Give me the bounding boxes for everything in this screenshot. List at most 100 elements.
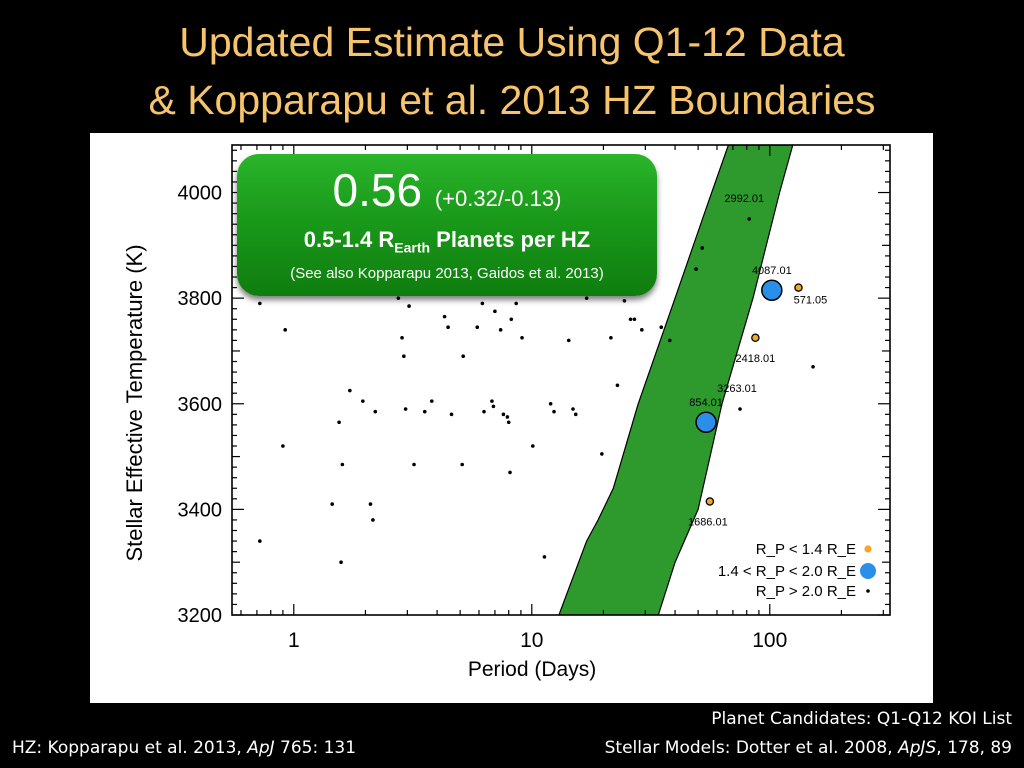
large-planet-point: [373, 409, 378, 414]
large-planet-point: [281, 444, 285, 448]
hz-reference-prefix: HZ: Kopparapu et al. 2013,: [12, 738, 248, 758]
large-planet-point: [493, 309, 497, 314]
large-planet-point: [548, 401, 553, 406]
legend-marker: [864, 545, 872, 553]
estimate-callout: 0.56 (+0.32/-0.13) 0.5-1.4 REarth Planet…: [237, 154, 657, 296]
large-planet-point: [659, 325, 664, 329]
large-planet-point: [258, 301, 262, 306]
large-planet-point: [542, 555, 547, 559]
y-tick-label: 3600: [178, 394, 223, 416]
large-planet-point: [694, 267, 698, 271]
y-tick-label: 3800: [178, 288, 223, 310]
estimate-value: 0.56: [332, 164, 423, 216]
x-axis-label: Period (Days): [468, 658, 596, 681]
y-axis-label: Stellar Effective Temperature (K): [122, 244, 147, 561]
planet-label: 1686.01: [688, 516, 728, 528]
hz-reference-suffix: 765: 131: [274, 738, 357, 758]
large-planet-point: [566, 338, 571, 343]
estimate-note: (See also Kopparapu 2013, Gaidos et al. …: [290, 265, 604, 282]
hz-reference: HZ: Kopparapu et al. 2013, ApJ 765: 131: [12, 738, 356, 758]
large-planet-point: [506, 420, 511, 425]
large-planet-point: [361, 399, 365, 403]
legend-label: 1.4 < R_P < 2.0 R_E: [718, 563, 856, 580]
large-planet-point: [368, 502, 373, 506]
models-reference: Stellar Models: Dotter et al. 2008, ApJS…: [605, 738, 1012, 758]
large-planet-point: [429, 399, 434, 403]
large-planet-point: [330, 502, 334, 506]
mid-planet-point: [695, 411, 717, 433]
large-planet-point: [371, 518, 375, 522]
planet-label: 4087.01: [752, 265, 792, 277]
large-planet-point: [667, 338, 672, 343]
estimate-label: 0.5-1.4 REarth Planets per HZ: [237, 227, 657, 255]
planet-label: 854.01: [689, 397, 723, 409]
large-planet-point: [571, 407, 575, 411]
legend-entry: R_P < 1.4 R_E: [756, 541, 872, 558]
x-tick-label: 1: [288, 629, 300, 652]
large-planet-point: [348, 388, 352, 393]
large-planet-point: [340, 462, 345, 467]
large-planet-point: [628, 317, 633, 322]
legend: R_P < 1.4 R_E 1.4 < R_P < 2.0 R_E R_P > 2.…: [718, 541, 876, 600]
large-planet-point: [396, 296, 401, 300]
estimate-label-prefix: 0.5-1.4 R: [303, 227, 395, 252]
legend-entry: 1.4 < R_P < 2.0 R_E: [718, 563, 876, 580]
large-planet-point: [400, 335, 404, 340]
small-planet-point: [705, 497, 715, 506]
estimate-label-subscript: Earth: [394, 239, 431, 256]
y-tick-label: 3400: [178, 499, 223, 521]
small-planet-point: [751, 333, 760, 343]
large-planet-point: [573, 412, 578, 417]
large-planet-point: [520, 335, 524, 340]
large-planet-point: [640, 328, 644, 332]
large-planet-point: [337, 420, 341, 425]
small-planet-point: [794, 283, 803, 292]
large-planet-point: [505, 415, 510, 419]
large-planet-point: [446, 325, 450, 329]
large-planet-point: [339, 560, 343, 564]
large-planet-point: [811, 364, 815, 369]
large-planet-point: [460, 462, 464, 467]
legend-marker: [860, 563, 876, 579]
large-planet-point: [632, 317, 637, 322]
large-planet-point: [412, 462, 416, 467]
large-planet-point: [491, 404, 496, 409]
large-planet-point: [480, 301, 485, 306]
large-planet-point: [442, 314, 447, 319]
large-planet-point: [738, 407, 742, 411]
large-planet-point: [622, 298, 627, 303]
estimate-interval: (+0.32/-0.13): [434, 186, 562, 211]
large-planet-point: [403, 407, 408, 411]
large-planet-point: [422, 409, 427, 414]
models-reference-journal: ApJS: [898, 738, 937, 758]
large-planet-point: [700, 246, 704, 250]
y-tick-label: 3200: [178, 605, 223, 627]
large-planet-point: [402, 354, 406, 359]
plot-frame: [231, 144, 891, 616]
large-planet-point: [461, 354, 465, 359]
estimate-value-line: 0.56 (+0.32/-0.13): [237, 164, 657, 225]
planet-label: 2992.01: [724, 193, 764, 205]
large-planet-point: [490, 399, 494, 403]
large-planet-point: [615, 383, 620, 388]
x-tick-label: 10: [520, 629, 543, 652]
slide-title-line-2: & Kopparapu et al. 2013 HZ Boundaries: [148, 77, 876, 123]
large-planet-point: [407, 304, 411, 308]
models-reference-suffix: , 178, 89: [936, 738, 1012, 758]
large-planet-point: [482, 409, 486, 414]
large-planet-point: [609, 335, 613, 340]
large-planet-point: [747, 217, 752, 221]
large-planet-point: [514, 301, 518, 306]
large-planet-point: [501, 412, 506, 417]
large-planet-point: [475, 325, 480, 329]
planet-label: 2418.01: [736, 353, 776, 365]
scatter-chart: 1686.01 2418.01 571.05 854.01 4087.01 2992.01…: [122, 144, 891, 681]
hz-reference-journal: ApJ: [247, 738, 275, 758]
planet-label: 571.05: [794, 295, 828, 307]
large-planet-point: [449, 412, 454, 417]
mid-planet-point: [761, 279, 783, 301]
large-planet-point: [498, 328, 503, 332]
slide-title-line-1: Updated Estimate Using Q1-12 Data: [179, 19, 845, 65]
y-tick-label: 4000: [178, 183, 223, 205]
large-planet-point: [509, 317, 514, 322]
